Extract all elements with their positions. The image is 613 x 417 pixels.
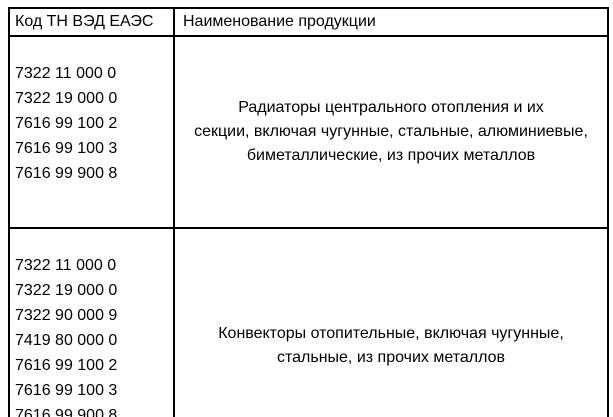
code-value: 7616 99 100 3: [15, 382, 118, 399]
code-value: 7322 90 000 9: [15, 307, 118, 324]
code-value: 7419 80 000 0: [15, 332, 118, 349]
header-code-column: Код ТН ВЭД ЕАЭС: [8, 7, 175, 37]
codes-cell: 7322 11 000 0 7322 19 000 0 7616 99 100 2 7…: [8, 35, 175, 229]
code-value: 7616 99 900 8: [15, 407, 118, 417]
header-product-column: Наименование продукции: [173, 7, 609, 37]
code-value: 7322 11 000 0: [15, 257, 117, 274]
code-value: 7616 99 100 2: [15, 115, 118, 132]
code-value: 7322 19 000 0: [15, 90, 118, 107]
codes-cell: 7322 11 000 0 7322 19 000 0 7322 90 000 9 7…: [8, 227, 175, 417]
table-row-radiators: 7322 11 000 0 7322 19 000 0 7616 99 100 2 7…: [8, 35, 609, 229]
code-value: 7616 99 900 8: [15, 165, 118, 182]
codes-list: 7322 11 000 0 7322 19 000 0 7616 99 100 2 7…: [15, 61, 173, 186]
header-row: Код ТН ВЭД ЕАЭС Наименование продукции: [8, 7, 609, 37]
product-name-cell: Конвекторы отопительные, включая чугунны…: [173, 227, 609, 417]
product-name-cell: Радиаторы центрального отопления и их се…: [173, 35, 609, 229]
tnved-codes-table: Код ТН ВЭД ЕАЭС Наименование продукции 7…: [8, 7, 609, 417]
code-value: 7616 99 100 3: [15, 140, 118, 157]
codes-list: 7322 11 000 0 7322 19 000 0 7322 90 000 9 7…: [15, 253, 173, 417]
code-value: 7322 19 000 0: [15, 282, 118, 299]
code-value: 7322 11 000 0: [15, 65, 117, 82]
table-row-convectors: 7322 11 000 0 7322 19 000 0 7322 90 000 9 7…: [8, 227, 609, 417]
code-value: 7616 99 100 2: [15, 357, 118, 374]
